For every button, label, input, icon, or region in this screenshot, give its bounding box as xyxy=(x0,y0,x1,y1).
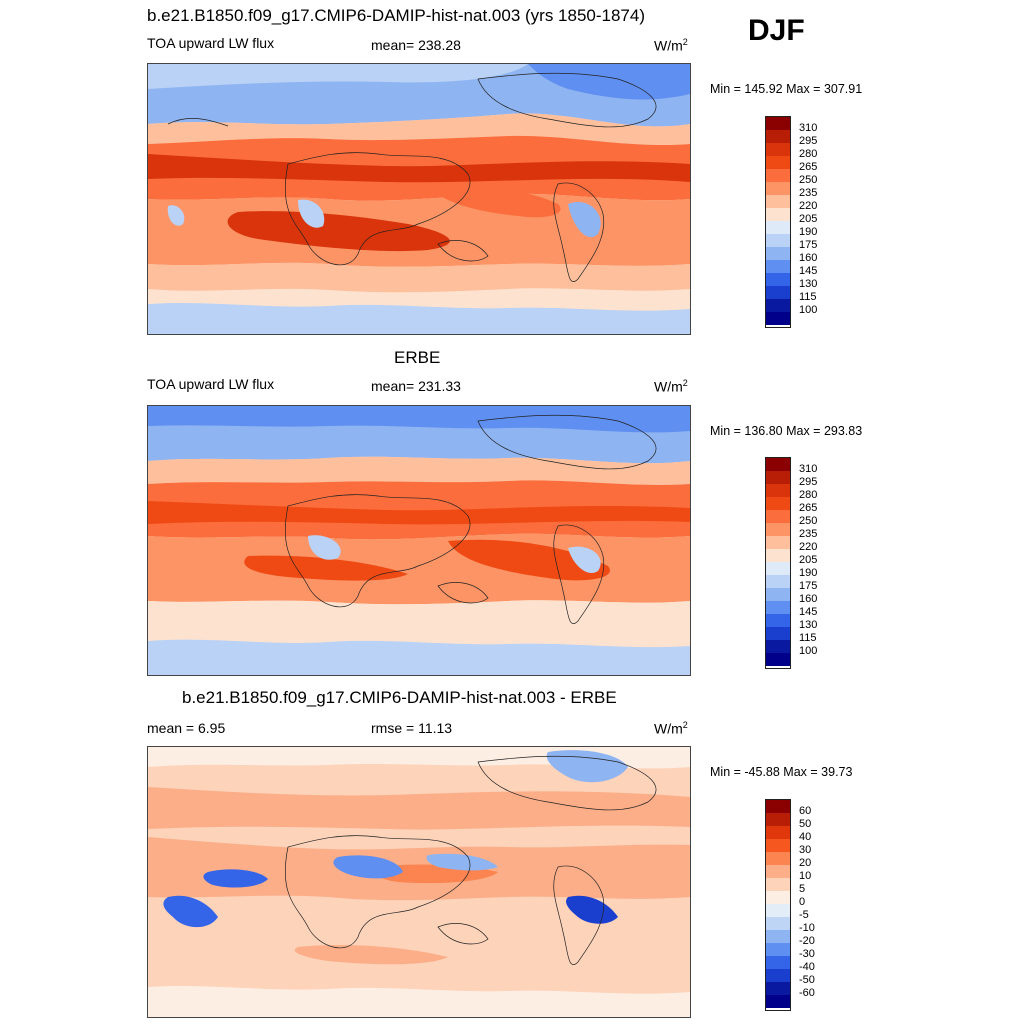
season-label: DJF xyxy=(748,14,805,47)
cbar-tick: 190 xyxy=(799,567,818,579)
cbar-tick: 130 xyxy=(799,619,818,631)
cbar-tick: -40 xyxy=(799,961,815,973)
cbar-tick: 235 xyxy=(799,528,818,540)
cbar-tick: -50 xyxy=(799,974,815,986)
cbar-tick: 145 xyxy=(799,265,818,277)
panel3-field xyxy=(148,747,690,1017)
panel3-center-label: rmse = 11.13 xyxy=(371,720,453,736)
cbar-tick: 5 xyxy=(799,883,806,895)
cbar-tick: -20 xyxy=(799,935,815,947)
panel2-units: W/m2 xyxy=(654,378,688,395)
panel1-units: W/m2 xyxy=(654,37,688,54)
cbar-tick: 205 xyxy=(799,213,818,225)
panel2-center-label: mean= 231.33 xyxy=(371,378,461,394)
panel1-left-label: TOA upward LW flux xyxy=(147,35,275,51)
cbar-tick: 310 xyxy=(799,463,818,475)
cbar-tick: 280 xyxy=(799,148,818,160)
cbar-tick: 40 xyxy=(799,831,812,843)
cbar-tick: -30 xyxy=(799,948,815,960)
panel1-colorbar xyxy=(765,116,791,328)
panel2-minmax: Min = 136.80 Max = 293.83 xyxy=(710,424,863,438)
cbar-tick: 280 xyxy=(799,489,818,501)
cbar-tick: 265 xyxy=(799,502,818,514)
panel2-title: ERBE xyxy=(394,348,441,367)
cbar-tick: 175 xyxy=(799,239,818,251)
panel3-colorbar xyxy=(765,799,791,1011)
panel3-title: b.e21.B1850.f09_g17.CMIP6-DAMIP-hist-nat… xyxy=(182,688,617,707)
cbar-tick: 145 xyxy=(799,606,818,618)
cbar-tick: 235 xyxy=(799,187,818,199)
cbar-tick: 60 xyxy=(799,805,812,817)
cbar-tick: 160 xyxy=(799,593,818,605)
panel3-left-label: mean = 6.95 xyxy=(147,720,226,736)
cbar-tick: 295 xyxy=(799,135,818,147)
panel3-units: W/m2 xyxy=(654,720,688,737)
cbar-tick: 160 xyxy=(799,252,818,264)
cbar-tick: 100 xyxy=(799,304,818,316)
cbar-tick: -5 xyxy=(799,909,809,921)
cbar-tick: 100 xyxy=(799,645,818,657)
cbar-tick: 250 xyxy=(799,515,818,527)
panel1-minmax: Min = 145.92 Max = 307.91 xyxy=(710,82,863,96)
panel2-map xyxy=(147,405,691,676)
cbar-tick: 190 xyxy=(799,226,818,238)
panel2-left-label: TOA upward LW flux xyxy=(147,376,275,392)
panel1-map xyxy=(147,63,691,335)
cbar-tick: 205 xyxy=(799,554,818,566)
cbar-tick: 115 xyxy=(799,291,817,303)
cbar-tick: 220 xyxy=(799,200,818,212)
panel1-center-label: mean= 238.28 xyxy=(371,37,461,53)
cbar-tick: 295 xyxy=(799,476,818,488)
panel2-field xyxy=(148,406,690,675)
cbar-tick: 130 xyxy=(799,278,818,290)
panel2-colorbar xyxy=(765,457,791,669)
cbar-tick: -10 xyxy=(799,922,815,934)
cbar-tick: 310 xyxy=(799,122,818,134)
panel1-field xyxy=(148,64,690,334)
cbar-tick: -60 xyxy=(799,987,815,999)
cbar-tick: 50 xyxy=(799,818,812,830)
cbar-tick: 30 xyxy=(799,844,812,856)
panel1-title: b.e21.B1850.f09_g17.CMIP6-DAMIP-hist-nat… xyxy=(147,6,645,25)
cbar-tick: 220 xyxy=(799,541,818,553)
cbar-tick: 265 xyxy=(799,161,818,173)
cbar-tick: 175 xyxy=(799,580,818,592)
panel3-minmax: Min = -45.88 Max = 39.73 xyxy=(710,765,853,779)
cbar-tick: 250 xyxy=(799,174,818,186)
panel3-map xyxy=(147,746,691,1018)
cbar-tick: 20 xyxy=(799,857,812,869)
cbar-tick: 115 xyxy=(799,632,817,644)
cbar-tick: 10 xyxy=(799,870,812,882)
cbar-tick: 0 xyxy=(799,896,806,908)
